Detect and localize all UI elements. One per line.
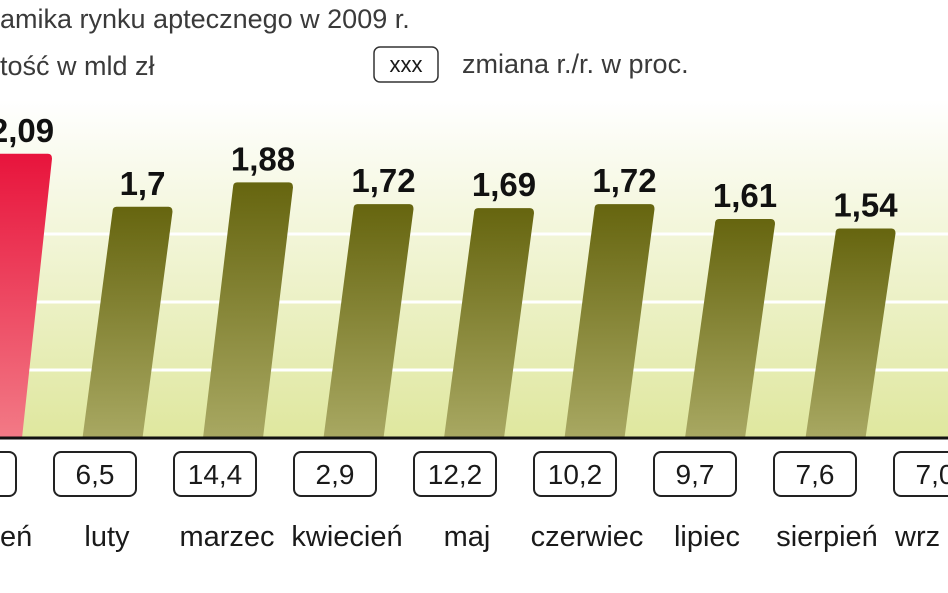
change-box — [773, 451, 857, 497]
bar-0 — [0, 153, 52, 438]
change-box — [653, 451, 737, 497]
change-label: 7,6 — [796, 459, 835, 490]
category-label: lipiec — [674, 521, 740, 553]
category-label: kwiecień — [291, 521, 402, 553]
category-label: sierpień — [776, 521, 878, 553]
bar-6 — [685, 219, 775, 438]
value-label: 1,69 — [472, 166, 536, 203]
value-label: 1,88 — [231, 140, 295, 177]
bar-3 — [323, 204, 414, 438]
change-label: 14,4 — [188, 459, 243, 490]
change-box — [53, 451, 137, 497]
legend-box — [373, 46, 439, 83]
change-label: 2,9 — [316, 459, 355, 490]
change-box — [0, 451, 17, 497]
category-label: czerwiec — [531, 521, 644, 553]
value-label: 2,09 — [0, 112, 54, 149]
change-label: 12,2 — [428, 459, 483, 490]
change-label: 6,5 — [76, 459, 115, 490]
value-label: 1,7 — [120, 165, 166, 202]
change-label: 10,2 — [548, 459, 603, 490]
chart-title: amika rynku aptecznego w 2009 r. — [0, 4, 410, 34]
category-label: wrz — [894, 521, 940, 553]
category-label: eń — [0, 521, 32, 553]
change-box — [173, 451, 257, 497]
bar-5 — [564, 204, 655, 438]
bar-7 — [805, 228, 896, 438]
change-label: 9,7 — [676, 459, 715, 490]
y-axis-label: tość w mld zł — [0, 51, 155, 81]
change-box — [893, 451, 948, 497]
bar-1 — [82, 206, 173, 438]
change-box — [533, 451, 617, 497]
change-box — [413, 451, 497, 497]
value-label: 1,72 — [592, 162, 656, 199]
change-label: 7,0 — [916, 459, 948, 490]
legend-box-sample: xxx — [390, 52, 423, 77]
bar-4 — [444, 208, 534, 438]
value-label: 1,54 — [833, 187, 898, 224]
change-box — [293, 451, 377, 497]
value-label: 1,61 — [713, 177, 777, 214]
legend-label: zmiana r./r. w proc. — [462, 49, 689, 79]
value-label: 1,72 — [351, 162, 415, 199]
bar-2 — [203, 182, 293, 438]
category-label: maj — [444, 521, 491, 553]
category-label: marzec — [179, 521, 274, 553]
category-label: luty — [84, 521, 130, 553]
